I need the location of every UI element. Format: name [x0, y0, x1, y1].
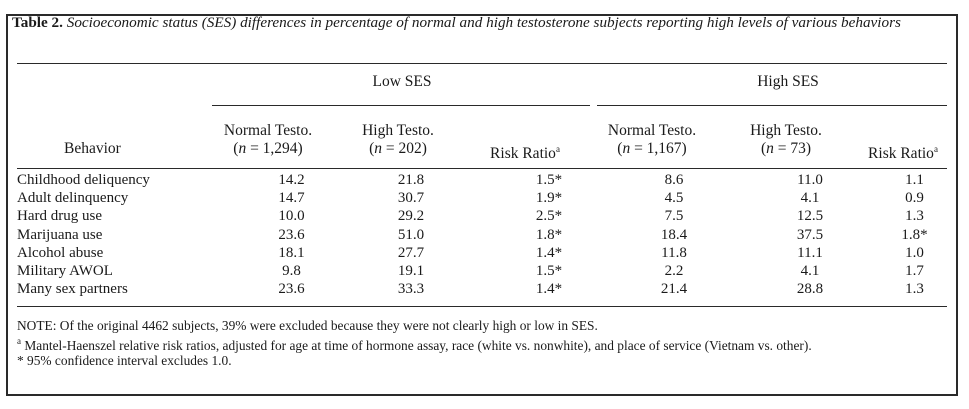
table-row: Adult delinquency 14.7 30.7 1.9* 4.5 4.1 0.9 — [17, 189, 947, 207]
row-behavior-label: Marijuana use — [17, 226, 103, 243]
cell-low-high: 19.1 — [397, 263, 425, 280]
cell-low-rr: 2.5* — [535, 208, 563, 225]
cell-high-high: 4.1 — [800, 190, 820, 207]
cell-high-high: 4.1 — [800, 263, 820, 280]
table-title: Socioeconomic status (SES) differences i… — [66, 14, 901, 31]
col-high-normal-name: Normal Testo. — [607, 122, 697, 139]
rule-low-group — [212, 105, 590, 106]
rule-header-bottom — [17, 168, 947, 169]
cell-low-high: 33.3 — [397, 281, 425, 298]
row-behavior-label: Adult delinquency — [17, 190, 129, 207]
cell-high-rr: 1.3 — [905, 281, 924, 298]
cell-high-rr: 1.7 — [905, 263, 924, 280]
footnote-a: a Mantel-Haenszel relative risk ratios, … — [17, 335, 812, 353]
data-table: Childhood deliquency 14.2 21.8 1.5* 8.6 11.0 1… — [17, 171, 947, 298]
cell-low-high: 51.0 — [397, 226, 425, 243]
rule-top — [17, 63, 947, 64]
cell-high-normal: 2.2 — [664, 263, 684, 280]
col-high-high: High Testo. (n = 73) — [721, 122, 851, 158]
cell-high-rr: 1.1 — [905, 172, 924, 189]
table-label: Table 2. — [12, 14, 63, 31]
col-high-normal-n: (n = 1,167) — [617, 140, 687, 157]
col-high-normal: Normal Testo. (n = 1,167) — [582, 122, 722, 158]
group-high-ses: High SES — [757, 73, 819, 90]
cell-high-normal: 4.5 — [664, 190, 684, 207]
cell-low-rr: 1.5* — [535, 172, 563, 189]
row-behavior-label: Alcohol abuse — [17, 244, 104, 261]
cell-low-normal: 23.6 — [278, 226, 305, 243]
cell-low-high: 29.2 — [397, 208, 425, 225]
rule-body-bottom — [17, 306, 947, 307]
rule-high-group — [597, 105, 947, 106]
cell-high-high: 11.1 — [797, 244, 823, 261]
col-low-high-n: (n = 202) — [369, 140, 427, 157]
cell-high-high: 28.8 — [796, 281, 824, 298]
col-high-high-n: (n = 73) — [760, 140, 812, 157]
cell-low-normal: 9.8 — [282, 263, 301, 280]
cell-low-normal: 14.2 — [278, 172, 305, 189]
cell-low-high: 21.8 — [397, 172, 425, 189]
cell-high-rr: 1.0 — [905, 244, 924, 261]
table-row: Childhood deliquency 14.2 21.8 1.5* 8.6 11.0 1… — [17, 171, 947, 189]
cell-high-normal: 21.4 — [660, 281, 688, 298]
table-row: Many sex partners 23.6 33.3 1.4* 21.4 28.8 1.3 — [17, 280, 947, 298]
cell-high-normal: 7.5 — [664, 208, 684, 225]
cell-low-normal: 14.7 — [278, 190, 305, 207]
cell-high-normal: 18.4 — [660, 226, 688, 243]
cell-high-high: 12.5 — [796, 208, 824, 225]
table-row: Alcohol abuse 18.1 27.7 1.4* 11.8 11.1 1.0 — [17, 244, 947, 262]
cell-low-high: 30.7 — [397, 190, 425, 207]
cell-low-rr: 1.4* — [535, 281, 563, 298]
row-behavior-label: Hard drug use — [17, 208, 102, 225]
cell-low-rr: 1.8* — [535, 226, 563, 243]
cell-high-high: 37.5 — [796, 226, 824, 243]
cell-low-rr: 1.5* — [535, 263, 563, 280]
cell-high-normal: 8.6 — [664, 172, 684, 189]
cell-high-rr: 1.3 — [905, 208, 924, 225]
cell-high-normal: 11.8 — [661, 244, 687, 261]
table-caption: Table 2. Socioeconomic status (SES) diff… — [12, 14, 942, 31]
cell-low-rr: 1.4* — [535, 244, 563, 261]
col-low-normal: Normal Testo. (n = 1,294) — [198, 122, 338, 158]
footnote-mark-a: a — [933, 144, 938, 154]
group-low-ses: Low SES — [372, 73, 432, 90]
table-row: Marijuana use 23.6 51.0 1.8* 18.4 37.5 1.8* — [17, 226, 947, 244]
table-frame — [6, 14, 958, 396]
col-low-normal-name: Normal Testo. — [223, 122, 313, 139]
cell-low-normal: 10.0 — [278, 208, 305, 225]
note-main: NOTE: Of the original 4462 subjects, 39%… — [17, 318, 598, 333]
footnote-mark-a: a — [555, 144, 560, 154]
cell-low-normal: 23.6 — [278, 281, 305, 298]
col-low-normal-n: (n = 1,294) — [233, 140, 303, 157]
cell-high-high: 11.0 — [797, 172, 823, 189]
cell-high-rr: 1.8* — [901, 226, 928, 243]
cell-low-high: 27.7 — [397, 244, 425, 261]
row-behavior-label: Military AWOL — [17, 263, 113, 280]
col-low-high: High Testo. (n = 202) — [333, 122, 463, 158]
table-notes: NOTE: Of the original 4462 subjects, 39%… — [17, 318, 947, 369]
row-behavior-label: Childhood deliquency — [17, 172, 150, 189]
col-high-risk-ratio: Risk Ratioa — [868, 144, 938, 162]
row-behavior-label: Many sex partners — [17, 281, 128, 298]
col-high-high-name: High Testo. — [750, 122, 822, 139]
col-behavior: Behavior — [64, 140, 121, 157]
cell-low-rr: 1.9* — [535, 190, 563, 207]
col-low-high-name: High Testo. — [362, 122, 434, 139]
cell-high-rr: 0.9 — [905, 190, 924, 207]
footnote-star: * 95% confidence interval excludes 1.0. — [17, 353, 232, 368]
cell-low-normal: 18.1 — [278, 244, 305, 261]
table-row: Hard drug use 10.0 29.2 2.5* 7.5 12.5 1.3 — [17, 207, 947, 225]
table-row: Military AWOL 9.8 19.1 1.5* 2.2 4.1 1.7 — [17, 262, 947, 280]
col-low-risk-ratio: Risk Ratioa — [490, 144, 560, 162]
